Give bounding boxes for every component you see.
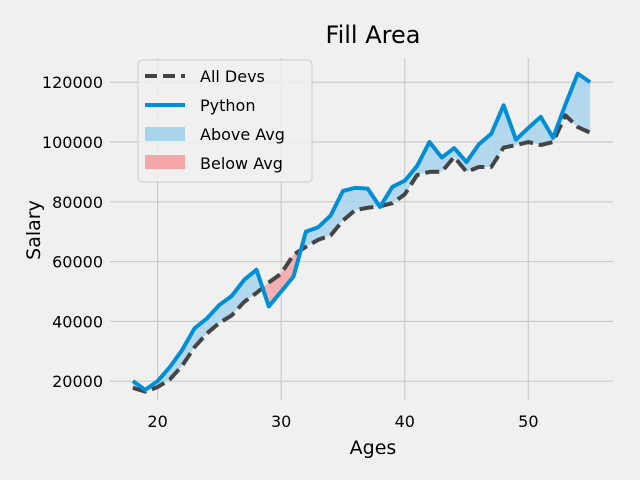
above-avg-fill [577,73,591,133]
legend-above-avg-swatch [145,127,185,141]
legend-all-devs-label: All Devs [200,67,265,86]
x-tick-label: 40 [395,412,415,431]
y-tick-label: 20000 [52,372,103,391]
legend-python-label: Python [200,96,255,115]
x-axis-label: Ages [350,437,397,459]
above-avg-fill [231,279,245,316]
legend-above-avg-label: Above Avg [200,125,285,144]
x-tick-label: 30 [271,412,291,431]
above-avg-fill [565,73,578,128]
all-devs-line [132,113,591,394]
above-avg-fill [528,116,541,146]
x-tick-label: 20 [147,412,167,431]
above-avg-fill [207,304,220,334]
above-avg-fill [491,105,504,167]
above-avg-fill [330,190,343,236]
python-line [131,71,592,392]
y-tick-label: 60000 [52,253,103,272]
y-tick-label: 40000 [52,312,103,331]
above-avg-fill [355,187,368,211]
below-avg-fill [281,254,294,292]
x-tick-labels: 20 30 40 50 [147,412,538,431]
legend-below-avg-swatch [145,155,185,169]
legend: All Devs Python Above Avg Below Avg [137,59,313,183]
above-avg-fill [404,165,418,195]
chart-title: Fill Area [326,21,421,49]
x-tick-label: 50 [518,412,538,431]
legend-box [137,59,313,183]
y-axis-label: Salary [23,200,45,260]
y-tick-labels: 20000 40000 60000 80000 100000 120000 [42,73,103,391]
above-avg-fill [318,215,331,240]
y-tick-label: 100000 [42,133,103,152]
y-tick-label: 80000 [52,193,103,212]
legend-below-avg-label: Below Avg [200,154,283,173]
series-lines [131,71,592,394]
y-tick-label: 120000 [42,73,103,92]
above-avg-fill [194,318,208,347]
above-avg-fill [429,142,442,172]
